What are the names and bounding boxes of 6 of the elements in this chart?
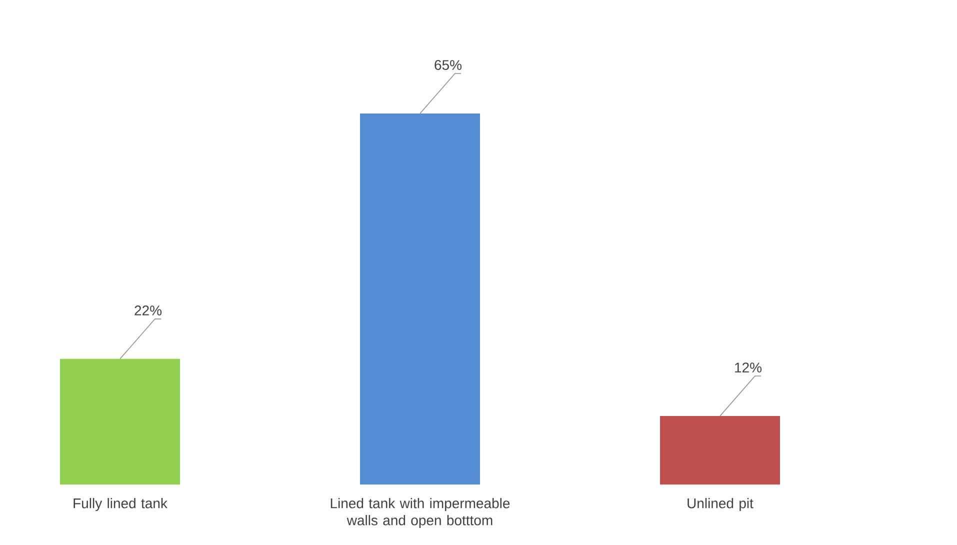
data-label: 65%	[434, 60, 462, 70]
data-label: 22%	[134, 306, 162, 316]
x-tick-label: Lined tank with impermeable walls and open botttom	[330, 498, 510, 528]
data-label: 12%	[735, 362, 762, 372]
x-tick-label: Fully lined tank	[74, 498, 168, 512]
x-tick-label: Unlined pit	[688, 498, 754, 512]
